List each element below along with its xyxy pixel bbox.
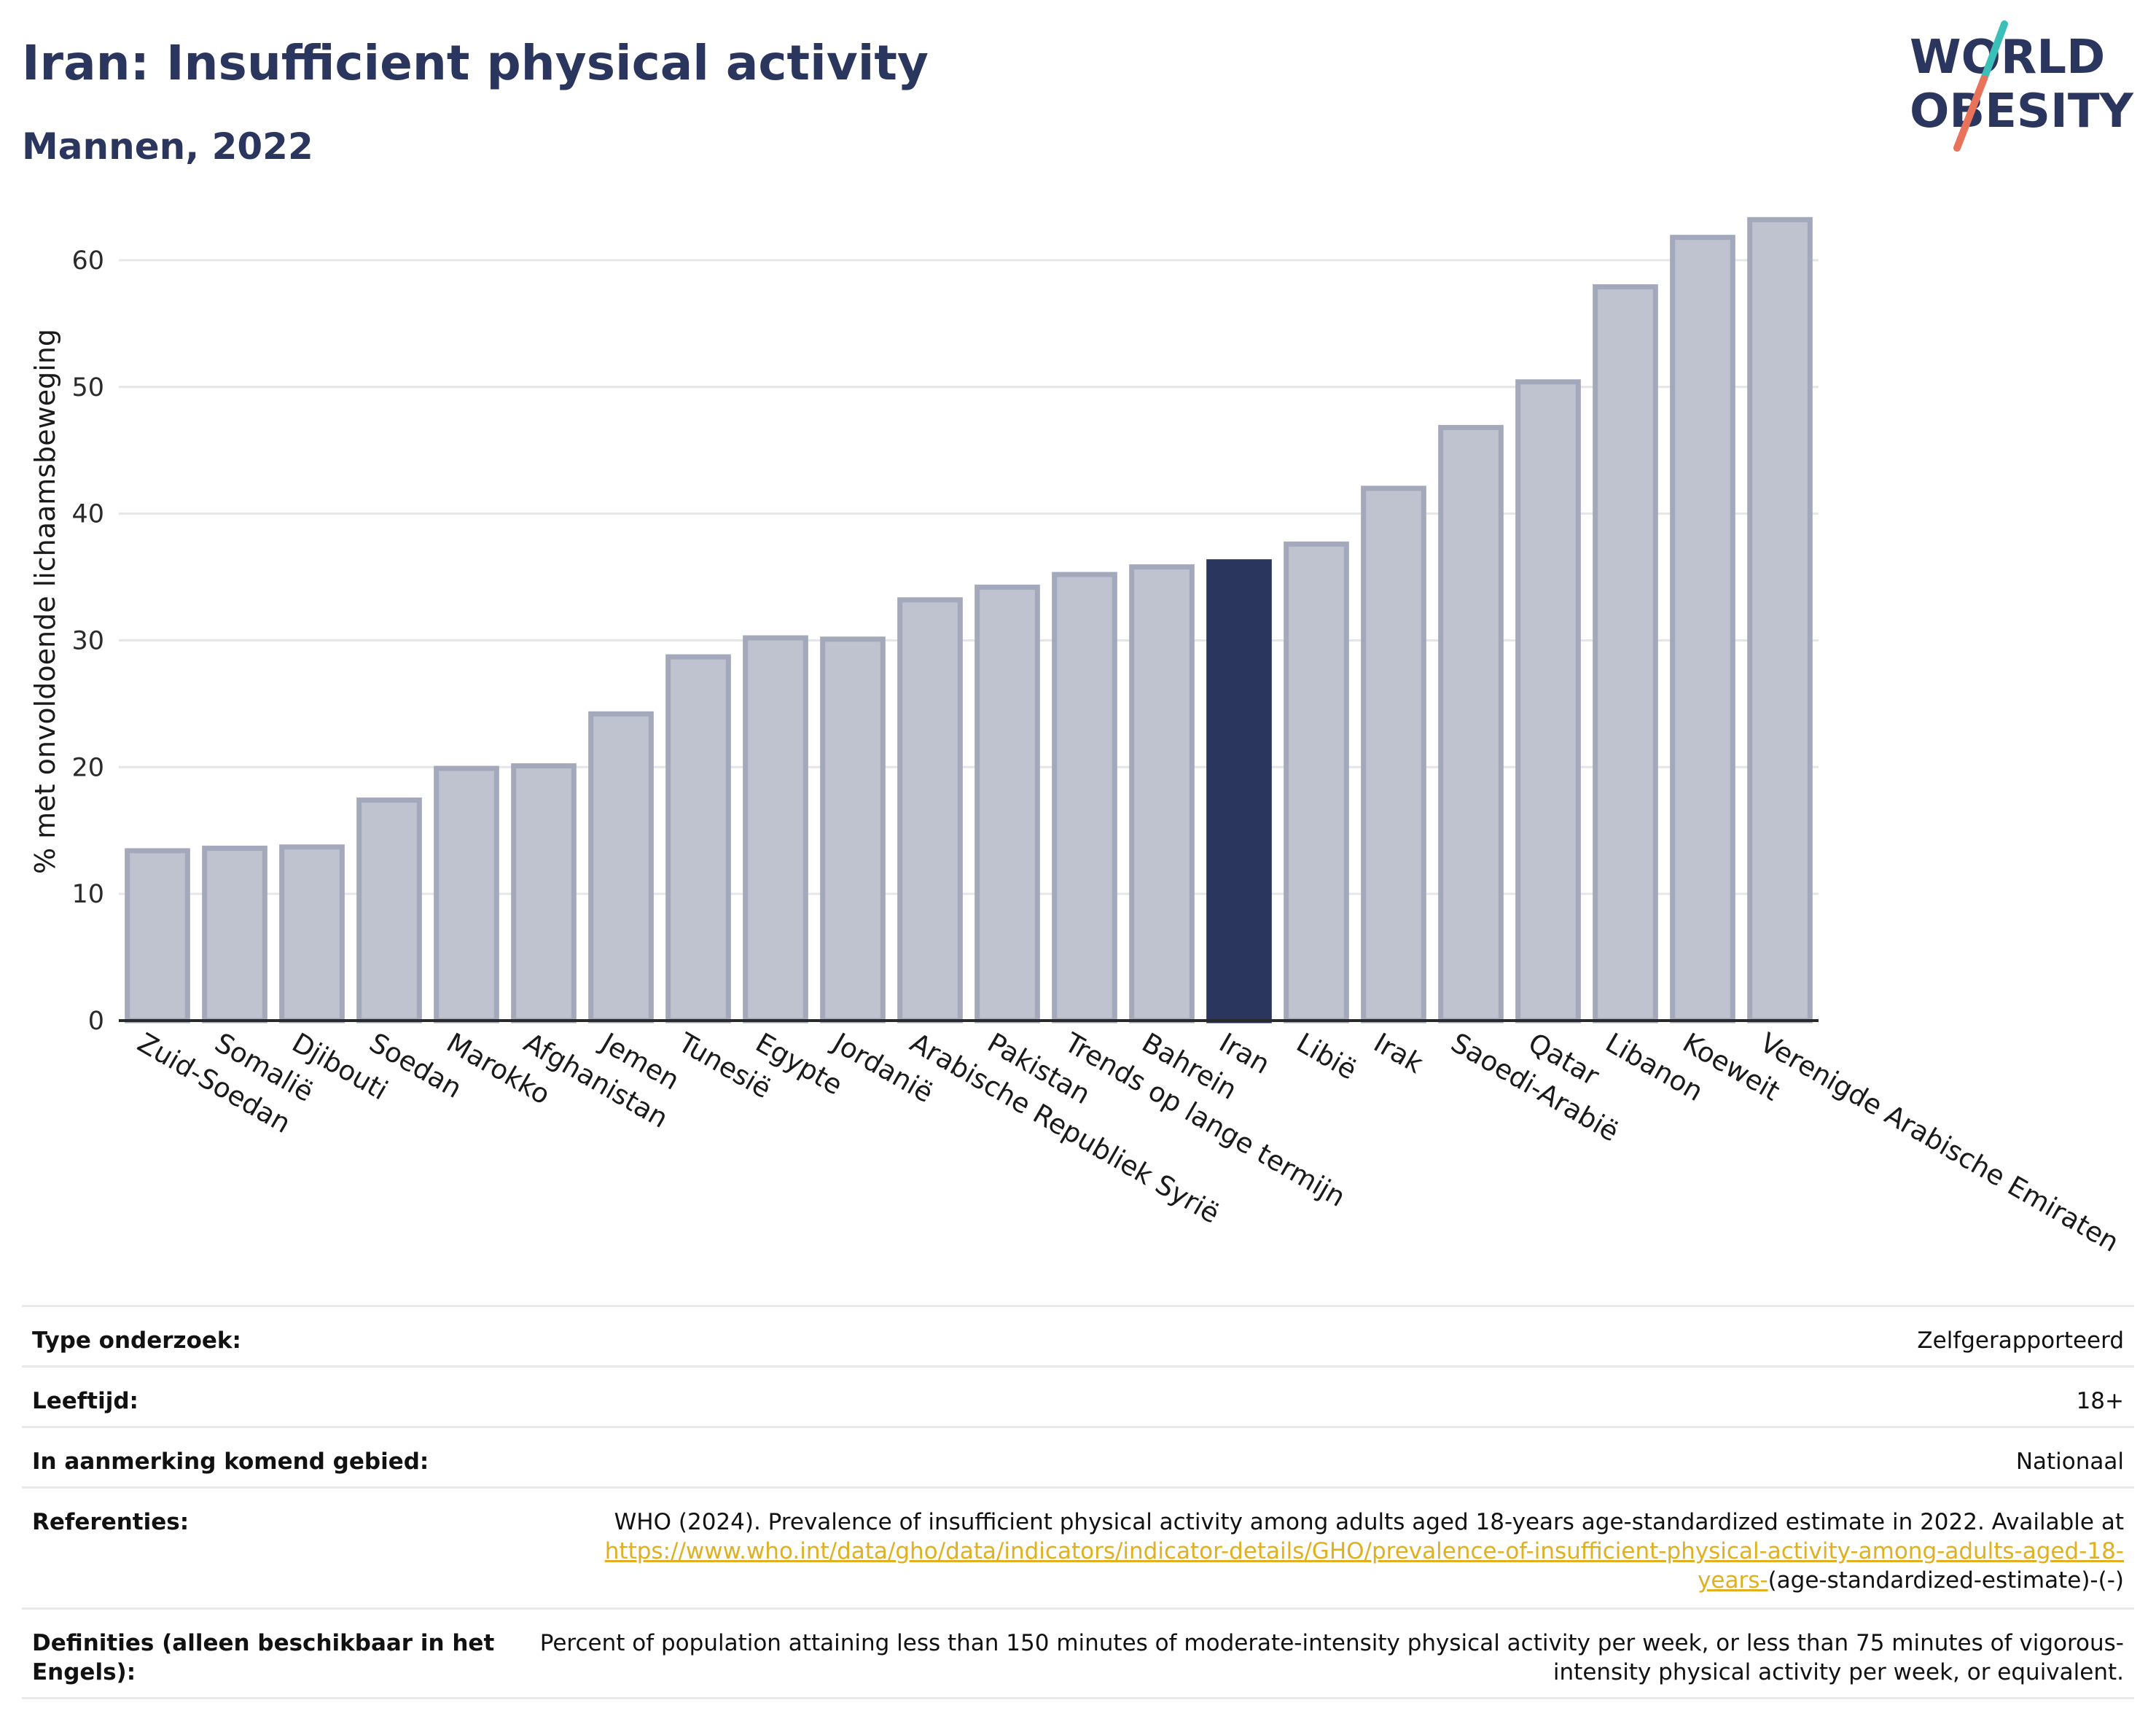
info-value: Percent of population attaining less tha… bbox=[539, 1630, 2124, 1685]
bar bbox=[1670, 235, 1735, 1024]
y-tick-label: 60 bbox=[71, 246, 104, 276]
bar bbox=[202, 846, 267, 1024]
y-tick-label: 0 bbox=[88, 1007, 104, 1036]
bar bbox=[1284, 541, 1349, 1024]
info-row-area: In aanmerking komend gebied: Nationaal bbox=[22, 1426, 2134, 1486]
bar-highlight bbox=[1206, 559, 1272, 1024]
bar bbox=[279, 844, 345, 1024]
bar bbox=[588, 711, 654, 1024]
y-tick-label: 20 bbox=[71, 753, 104, 782]
bar bbox=[1593, 284, 1658, 1024]
world-obesity-logo: WORLD OBESITY bbox=[1910, 20, 2133, 152]
info-row-type: Type onderzoek: Zelfgerapporteerd bbox=[22, 1305, 2134, 1365]
x-tick-label: Libië bbox=[1292, 1027, 1362, 1086]
bar bbox=[1361, 486, 1426, 1024]
info-value: WHO (2024). Prevalence of insufficient p… bbox=[535, 1508, 2124, 1595]
info-value: Nationaal bbox=[2015, 1449, 2124, 1475]
y-tick-label: 10 bbox=[71, 880, 104, 909]
bar bbox=[356, 798, 422, 1024]
bar bbox=[125, 848, 190, 1024]
info-row-references: Referenties: WHO (2024). Prevalence of i… bbox=[22, 1486, 2134, 1607]
info-table: Type onderzoek: Zelfgerapporteerd Leefti… bbox=[22, 1305, 2134, 1699]
reference-suffix: (age-standardized-estimate)-(-) bbox=[1768, 1567, 2124, 1594]
bars bbox=[125, 217, 1813, 1024]
y-axis-ticks: 0 10 20 30 40 50 60 bbox=[71, 246, 104, 1036]
info-label: Definities (alleen beschikbaar in het En… bbox=[32, 1630, 495, 1685]
chart-subtitle: Mannen, 2022 bbox=[22, 125, 313, 168]
x-tick-label: Verenigde Arabische Emiraten bbox=[1755, 1027, 2125, 1258]
bar bbox=[975, 584, 1040, 1024]
info-value: Zelfgerapporteerd bbox=[1917, 1327, 2124, 1354]
info-row-definitions: Definities (alleen beschikbaar in het En… bbox=[22, 1607, 2134, 1699]
bar-chart: 0 10 20 30 40 50 60 Zuid-SoedanSomaliëDjibouti… bbox=[29, 217, 2125, 1258]
bar bbox=[1747, 217, 1813, 1024]
logo-slash-bottom bbox=[1953, 75, 1988, 152]
info-value: 18+ bbox=[2076, 1388, 2124, 1414]
y-tick-label: 40 bbox=[71, 500, 104, 529]
info-label: Referenties: bbox=[32, 1509, 190, 1535]
x-tick-label: Irak bbox=[1369, 1027, 1429, 1080]
bar bbox=[820, 636, 886, 1024]
reference-text: WHO (2024). Prevalence of insufficient p… bbox=[614, 1509, 2124, 1535]
bar bbox=[665, 654, 731, 1024]
logo-slash-top bbox=[1980, 20, 2008, 82]
logo-line1: WORLD bbox=[1910, 31, 2105, 85]
bar bbox=[897, 597, 963, 1024]
info-label: Leeftijd: bbox=[32, 1388, 138, 1414]
y-tick-label: 30 bbox=[71, 626, 104, 655]
bar bbox=[1515, 379, 1581, 1024]
x-axis-labels: Zuid-SoedanSomaliëDjiboutiSoedanMarokkoA… bbox=[133, 1026, 2125, 1258]
chart-title: Iran: Insufficient physical activity bbox=[22, 35, 929, 91]
bar bbox=[1052, 572, 1117, 1024]
logo-line2: OBESITY bbox=[1910, 85, 2133, 139]
y-tick-label: 50 bbox=[71, 373, 104, 402]
bar bbox=[511, 763, 577, 1024]
y-axis-title: % met onvoldoende lichaamsbeweging bbox=[29, 329, 61, 874]
info-label: Type onderzoek: bbox=[32, 1327, 241, 1354]
reference-link[interactable]: https://www.who.int/data/gho/data/indica… bbox=[604, 1538, 2124, 1594]
bar bbox=[1438, 424, 1504, 1024]
bar bbox=[1129, 564, 1195, 1024]
info-label: In aanmerking komend gebied: bbox=[32, 1449, 429, 1475]
info-row-age: Leeftijd: 18+ bbox=[22, 1365, 2134, 1426]
bar bbox=[743, 635, 808, 1024]
bar bbox=[434, 765, 499, 1024]
